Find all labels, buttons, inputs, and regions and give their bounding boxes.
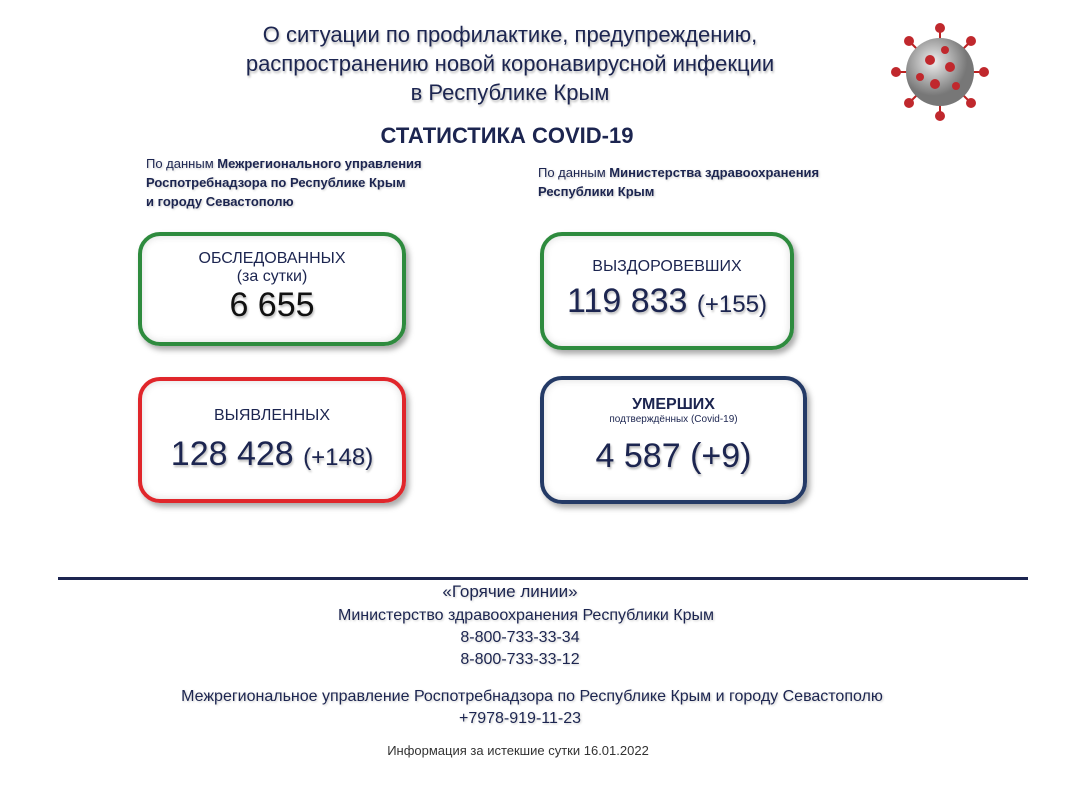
- card-delta: (+155): [696, 291, 767, 318]
- source-prefix: По данным: [538, 165, 606, 180]
- hotlines-title: «Горячие линии»: [442, 582, 578, 601]
- card-delta: (+148): [303, 444, 374, 471]
- card-value: 4 587: [595, 437, 681, 475]
- card-label: ОБСЛЕДОВАННЫХ: [198, 250, 346, 267]
- recovered-card: ВЫЗДОРОВЕВШИХ 119 833 (+155): [540, 232, 794, 350]
- title-line: О ситуации по профилактике, предупрежден…: [262, 22, 758, 47]
- source-right: По данным Министерства здравоохранения Р…: [538, 163, 819, 201]
- divider: [58, 577, 1028, 580]
- hotlines-ministry: Министерство здравоохранения Республики …: [338, 607, 714, 624]
- source-line: Межрегионального управления: [217, 156, 422, 171]
- title-line: распространению новой коронавирусной инф…: [245, 51, 775, 76]
- title-line: в Республике Крым: [410, 80, 610, 105]
- source-line: Республики Крым: [538, 184, 655, 199]
- card-delta: (+9): [690, 437, 752, 475]
- page-title: О ситуации по профилактике, предупрежден…: [0, 20, 1020, 107]
- card-value: 6 655: [229, 286, 315, 324]
- card-value: 119 833: [567, 282, 688, 320]
- source-prefix: По данным: [146, 156, 214, 171]
- source-left: По данным Межрегионального управления Ро…: [146, 154, 422, 211]
- coronavirus-icon: [891, 23, 989, 121]
- source-line: Роспотребнадзора по Республике Крым: [146, 175, 406, 190]
- stats-heading: СТАТИСТИКА COVID-19: [380, 123, 634, 148]
- card-label: ВЫЯВЛЕННЫХ: [214, 407, 330, 424]
- card-label: УМЕРШИХ: [632, 396, 715, 413]
- phone-number: +7978-919-11-23: [458, 710, 582, 727]
- card-sublabel: (за сутки): [236, 268, 308, 285]
- source-line: Министерства здравоохранения: [609, 165, 820, 180]
- info-date: Информация за истекшие сутки 16.01.2022: [387, 743, 649, 758]
- deaths-card: УМЕРШИХ подтверждённых (Covid-19) 4 587 …: [540, 376, 807, 504]
- detected-card: ВЫЯВЛЕННЫХ 128 428 (+148): [138, 377, 406, 503]
- card-sublabel: подтверждённых (Covid-19): [609, 414, 738, 425]
- tested-card: ОБСЛЕДОВАННЫХ (за сутки) 6 655: [138, 232, 406, 346]
- source-line: и городу Севастополю: [146, 194, 294, 209]
- card-label: ВЫЗДОРОВЕВШИХ: [592, 258, 742, 275]
- hotlines-rospotreb: Межрегиональное управление Роспотребнадз…: [181, 688, 883, 705]
- phone-number: 8-800-733-33-34: [460, 629, 580, 646]
- card-value: 128 428: [170, 435, 294, 473]
- phone-number: 8-800-733-33-12: [460, 651, 580, 668]
